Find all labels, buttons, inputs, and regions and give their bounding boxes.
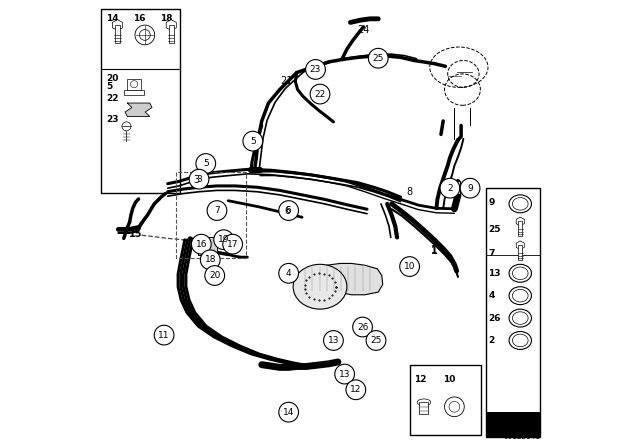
Circle shape (205, 266, 225, 285)
Bar (127, 79, 141, 90)
Bar (198, 237, 217, 255)
Text: 2: 2 (447, 184, 452, 193)
Circle shape (279, 263, 298, 283)
Circle shape (135, 25, 155, 45)
Text: 21: 21 (280, 76, 292, 86)
Bar (124, 90, 144, 95)
Circle shape (214, 230, 234, 250)
Text: 5: 5 (250, 137, 255, 146)
Text: 9: 9 (467, 184, 473, 193)
Text: 12: 12 (414, 375, 427, 384)
Text: 5: 5 (106, 82, 112, 91)
Text: 14: 14 (283, 408, 294, 417)
Bar (486, 188, 540, 437)
Bar (518, 245, 522, 259)
Circle shape (310, 84, 330, 104)
Circle shape (189, 169, 209, 189)
Circle shape (335, 364, 355, 384)
Circle shape (366, 331, 386, 350)
Polygon shape (125, 103, 152, 116)
Text: 10: 10 (404, 262, 415, 271)
Text: 6: 6 (285, 206, 291, 215)
Circle shape (440, 178, 460, 198)
Text: 3: 3 (196, 175, 202, 184)
Text: 10: 10 (443, 375, 456, 384)
Circle shape (279, 402, 298, 422)
Circle shape (460, 178, 480, 198)
Text: 14: 14 (106, 14, 118, 23)
Text: 23: 23 (310, 65, 321, 74)
Text: 23: 23 (106, 115, 118, 124)
Circle shape (122, 122, 131, 131)
Circle shape (306, 60, 325, 79)
Text: 8: 8 (406, 187, 413, 197)
Text: 9: 9 (488, 198, 495, 207)
Polygon shape (113, 20, 122, 30)
Text: 20: 20 (209, 271, 220, 280)
Bar (486, 412, 540, 437)
Text: 25: 25 (488, 225, 501, 234)
Circle shape (353, 317, 372, 337)
Text: 12: 12 (350, 385, 362, 394)
Text: 25: 25 (372, 54, 384, 63)
Circle shape (243, 131, 262, 151)
Text: 7: 7 (488, 249, 495, 258)
Text: 26: 26 (357, 323, 368, 332)
Polygon shape (516, 241, 524, 250)
Polygon shape (302, 263, 383, 295)
Circle shape (200, 250, 220, 270)
Circle shape (207, 201, 227, 220)
Text: 1: 1 (431, 245, 437, 254)
Text: 25: 25 (371, 336, 381, 345)
Text: 22: 22 (314, 90, 326, 99)
Text: 00125848: 00125848 (504, 432, 540, 441)
Text: 13: 13 (328, 336, 339, 345)
Bar (115, 25, 120, 43)
Text: 2: 2 (488, 336, 495, 345)
Bar (101, 9, 180, 193)
Circle shape (369, 48, 388, 68)
Circle shape (324, 331, 343, 350)
Text: 6: 6 (286, 206, 291, 215)
Text: 13: 13 (339, 370, 350, 379)
Bar (518, 221, 522, 236)
Text: 1: 1 (431, 246, 438, 256)
Text: 20: 20 (106, 74, 118, 83)
Text: 4: 4 (286, 269, 291, 278)
Text: 19: 19 (218, 235, 229, 244)
Text: 22: 22 (106, 94, 118, 103)
Text: 18: 18 (159, 14, 172, 23)
Text: 13: 13 (488, 269, 501, 278)
Circle shape (279, 201, 298, 220)
Text: 17: 17 (227, 240, 238, 249)
Circle shape (154, 325, 174, 345)
Circle shape (196, 154, 216, 173)
Text: 24: 24 (357, 26, 370, 35)
Text: 11: 11 (158, 331, 170, 340)
Circle shape (140, 30, 150, 40)
Ellipse shape (293, 264, 347, 309)
Polygon shape (166, 20, 176, 30)
Circle shape (191, 234, 211, 254)
Circle shape (346, 380, 365, 400)
Bar (445, 181, 460, 194)
Text: 18: 18 (205, 255, 216, 264)
Text: 3: 3 (194, 175, 200, 185)
Polygon shape (516, 217, 524, 226)
Text: 15: 15 (129, 229, 142, 239)
Text: 4: 4 (488, 291, 495, 300)
Text: 5: 5 (203, 159, 209, 168)
Text: 26: 26 (488, 314, 501, 323)
Circle shape (223, 234, 243, 254)
Circle shape (400, 257, 419, 276)
Text: 16: 16 (196, 240, 207, 249)
Text: 7: 7 (214, 206, 220, 215)
Bar (410, 365, 481, 435)
Bar (419, 402, 428, 414)
Text: 16: 16 (132, 14, 145, 23)
Bar (169, 25, 173, 43)
